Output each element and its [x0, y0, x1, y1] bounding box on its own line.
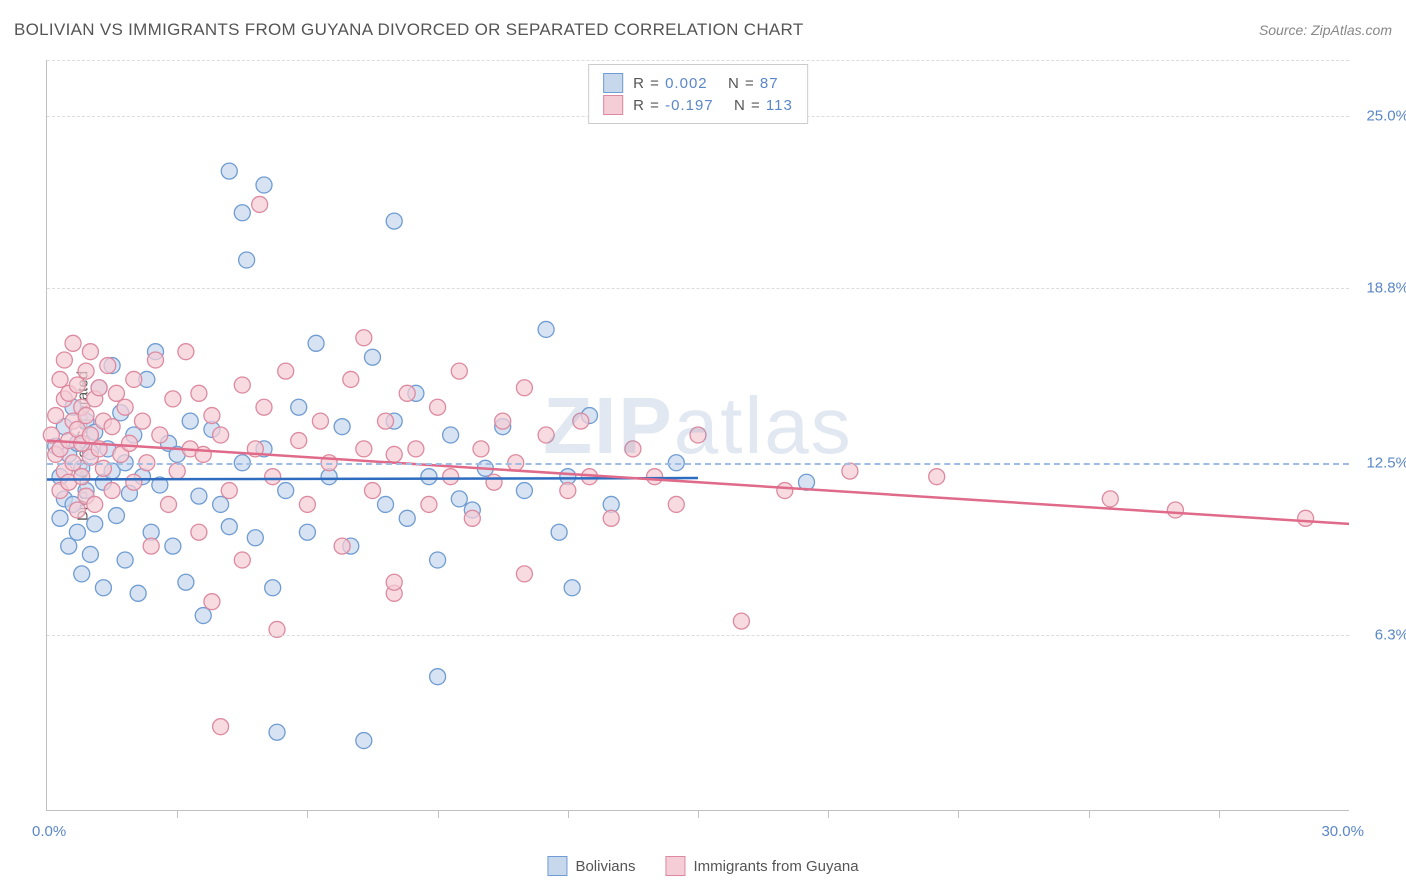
x-tick: [177, 810, 178, 818]
x-origin-label: 0.0%: [32, 823, 66, 840]
x-tick: [307, 810, 308, 818]
legend-swatch-blue: [603, 73, 623, 93]
plot-area: ZIPatlas R = 0.002 N = 87 R = -0.197 N =…: [46, 60, 1349, 811]
x-tick: [438, 810, 439, 818]
chart-svg: [47, 60, 1349, 810]
legend-item-pink: Immigrants from Guyana: [665, 856, 858, 876]
y-tick-label: 6.3%: [1354, 627, 1406, 644]
grid-line: [47, 635, 1349, 636]
y-tick-label: 12.5%: [1354, 454, 1406, 471]
legend-label-blue: Bolivians: [575, 858, 635, 875]
grid-line: [47, 288, 1349, 289]
x-max-label: 30.0%: [1321, 823, 1364, 840]
n-label: N =: [728, 75, 755, 92]
r-value-pink: -0.197: [665, 97, 714, 114]
x-tick: [1219, 810, 1220, 818]
legend-swatch-blue-bottom: [547, 856, 567, 876]
legend-item-blue: Bolivians: [547, 856, 635, 876]
x-tick: [828, 810, 829, 818]
legend-swatch-pink: [603, 95, 623, 115]
legend-row-blue: R = 0.002 N = 87: [603, 73, 793, 93]
y-tick-label: 25.0%: [1354, 107, 1406, 124]
legend-label-pink: Immigrants from Guyana: [693, 858, 858, 875]
grid-line: [47, 463, 1349, 465]
r-value-blue: 0.002: [665, 75, 708, 92]
x-tick: [958, 810, 959, 818]
legend-swatch-pink-bottom: [665, 856, 685, 876]
r-label: R =: [633, 75, 660, 92]
n-value-blue: 87: [760, 75, 779, 92]
legend-stats: R = 0.002 N = 87 R = -0.197 N = 113: [588, 64, 808, 124]
n-label: N =: [734, 97, 761, 114]
r-label: R =: [633, 97, 660, 114]
source-label: Source: ZipAtlas.com: [1259, 22, 1392, 38]
x-tick: [568, 810, 569, 818]
x-tick: [698, 810, 699, 818]
legend-series: Bolivians Immigrants from Guyana: [547, 856, 858, 876]
n-value-pink: 113: [766, 97, 793, 114]
chart-title: BOLIVIAN VS IMMIGRANTS FROM GUYANA DIVOR…: [14, 20, 804, 40]
x-tick: [1089, 810, 1090, 818]
y-tick-label: 18.8%: [1354, 279, 1406, 296]
legend-row-pink: R = -0.197 N = 113: [603, 95, 793, 115]
